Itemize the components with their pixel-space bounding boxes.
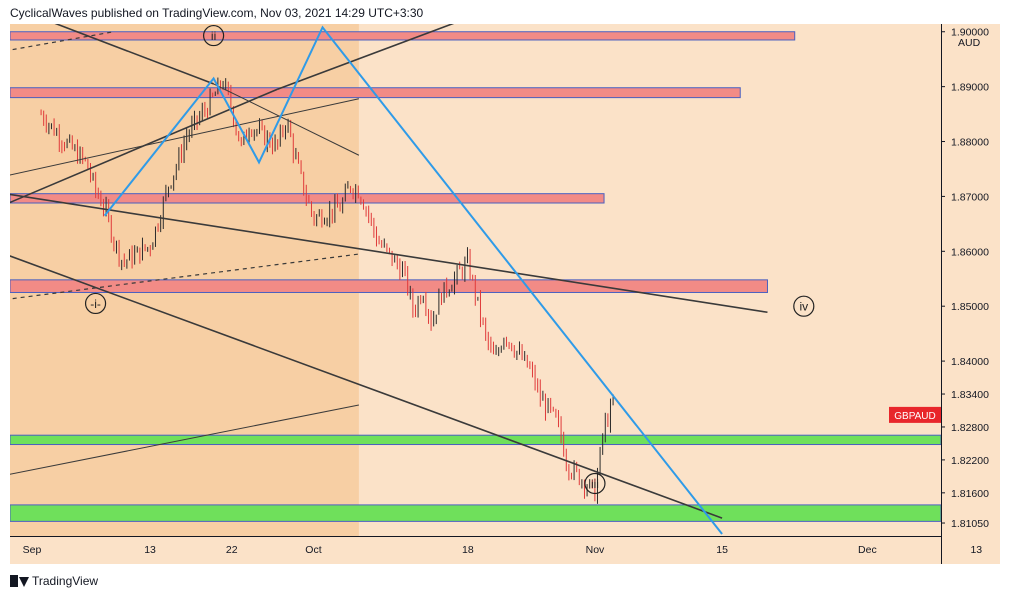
- price-tick-12: 1.81050: [951, 518, 989, 530]
- wave-label-2: -i-: [90, 297, 101, 311]
- tradingview-footer: TradingView: [10, 572, 98, 590]
- price-tick-8: 1.83400: [951, 389, 989, 401]
- wave-label-3: iii: [591, 477, 599, 491]
- publish-header: CyclicalWaves published on TradingView.c…: [10, 6, 424, 20]
- wave-path-line: [103, 25, 723, 535]
- date-axis-background: [10, 536, 941, 564]
- price-tick-3: 1.88000: [951, 137, 989, 149]
- price-tick-10: 1.82200: [951, 455, 989, 467]
- date-tick-2: 13: [144, 544, 156, 556]
- date-tick-4: Oct: [305, 544, 321, 556]
- wave-label-1: ii: [211, 29, 216, 43]
- price-axis-background: [941, 24, 1000, 564]
- price-badge-text: GBPAUD: [894, 411, 936, 422]
- price-tick-1: 1.90000: [951, 27, 989, 39]
- zone-3: [9, 193, 605, 204]
- wave-label-circle-3: [584, 472, 606, 495]
- zone-4: [9, 279, 768, 293]
- trendline-6: [4, 253, 359, 301]
- price-tick-6: 1.85000: [951, 301, 989, 313]
- footer-brand: TradingView: [32, 574, 99, 588]
- price-tick-7: 1.84000: [951, 356, 989, 368]
- zone-1: [9, 31, 796, 41]
- date-tick-7: 15: [716, 544, 728, 556]
- date-tick-5: 18: [462, 544, 474, 556]
- price-tick-5: 1.86000: [951, 246, 989, 258]
- trendline-10: [276, 17, 469, 91]
- wave-label-circle-4: [793, 295, 815, 317]
- wave-label-circle-1: [203, 24, 225, 47]
- trendline-7: [40, 17, 214, 85]
- trendline-9: [4, 88, 278, 206]
- trendline-5: [4, 31, 114, 52]
- tradingview-logo-icon: [10, 575, 29, 587]
- trendline-4: [4, 404, 359, 476]
- price-tick-11: 1.81600: [951, 488, 989, 500]
- date-tick-3: 22: [226, 544, 238, 556]
- chart-svg[interactable]: ii -i-iii iv 1.90000 1.89000 1.88000 1.87000 1.…: [4, 17, 1000, 564]
- date-tick-6: Nov: [586, 544, 605, 556]
- date-tick-9: 13: [970, 544, 982, 556]
- trendline-3: [4, 98, 359, 177]
- currency-label: AUD: [958, 37, 981, 49]
- zone-6: [9, 504, 942, 522]
- wave-label-circle-2: [84, 292, 107, 315]
- price-tick-9: 1.82800: [951, 422, 989, 434]
- trendline-2: [4, 253, 723, 519]
- candles: [40, 77, 614, 504]
- price-tick-2: 1.89000: [951, 82, 989, 94]
- price-badge: [889, 406, 941, 423]
- date-tick-1: Sep: [23, 544, 42, 556]
- trendline-1: [4, 192, 768, 314]
- zone-5: [9, 434, 942, 446]
- wave-label-4: iv: [799, 300, 808, 314]
- price-chart[interactable]: ii -i-iii iv 1.90000 1.89000 1.88000 1.87000 1.…: [4, 17, 1000, 564]
- price-tick-4: 1.87000: [951, 191, 989, 203]
- trendline-8: [213, 83, 360, 156]
- date-tick-8: Dec: [858, 544, 877, 556]
